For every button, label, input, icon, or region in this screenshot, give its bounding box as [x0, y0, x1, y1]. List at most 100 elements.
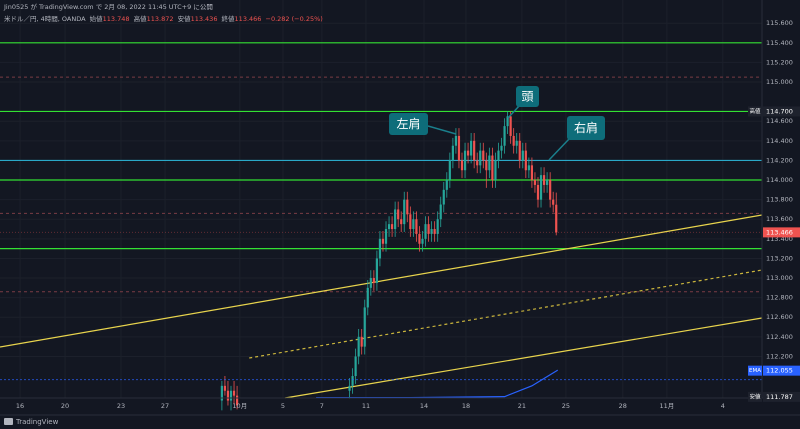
y-tick-label: 112.200 — [766, 352, 793, 360]
y-tick-label: 113.400 — [766, 235, 793, 243]
x-tick-label: 11 — [362, 402, 370, 410]
candle-body — [506, 116, 509, 127]
y-tick-label: 112.800 — [766, 294, 793, 302]
candle-body — [366, 287, 369, 308]
candle-body — [533, 180, 537, 185]
candle-body — [400, 219, 403, 225]
candle-body — [430, 229, 433, 234]
candle-body — [479, 150, 482, 166]
candle-body — [473, 140, 476, 161]
candle-body — [390, 224, 394, 230]
candle-body — [445, 180, 448, 190]
y-tick-label: 113.800 — [766, 196, 793, 204]
x-tick-label: 11月 — [659, 402, 674, 410]
price-label-box — [763, 106, 800, 117]
y-tick-label: 113.200 — [766, 254, 793, 262]
trend-line — [0, 214, 763, 348]
candle-body — [229, 390, 233, 401]
candle-body — [503, 126, 506, 146]
candle-body — [381, 238, 385, 244]
candle-body — [387, 224, 391, 230]
y-tick-label: 112.600 — [766, 313, 793, 321]
candle-body — [409, 214, 412, 230]
price-tag-box — [748, 106, 762, 117]
ohlc-name: 始値 — [90, 14, 104, 23]
candle-body — [542, 175, 546, 185]
annotation-left-shoulder: 左肩 — [389, 113, 457, 135]
price-label: 114.700 — [766, 107, 793, 115]
callout-text: 右肩 — [574, 120, 598, 135]
candle-body — [375, 258, 378, 283]
x-tick-label: 27 — [161, 402, 169, 410]
candle-body — [549, 180, 552, 200]
candle-body — [415, 219, 418, 234]
candle-body — [357, 336, 360, 357]
candle-body — [421, 238, 424, 244]
candle-body — [448, 160, 451, 181]
price-tag: 安値 — [749, 392, 761, 400]
candle-body — [442, 189, 445, 205]
candle-body — [488, 155, 491, 171]
candle-body — [232, 390, 236, 396]
ohlc-name: 終値 — [222, 14, 236, 23]
candle-body — [521, 150, 524, 161]
y-tick-label: 114.200 — [766, 156, 793, 164]
candle-body — [363, 307, 366, 347]
ohlc-value: 113.436 — [191, 15, 218, 23]
footer-logo: TradingView — [4, 418, 59, 426]
candle-body — [412, 219, 415, 230]
candle-body — [485, 160, 488, 171]
candle-body — [457, 135, 461, 161]
y-tick-label: 115.000 — [766, 78, 793, 86]
candle-body — [223, 385, 227, 391]
candle-body — [509, 116, 512, 136]
candle-body — [546, 180, 549, 185]
callout-box — [516, 86, 539, 107]
candle-body — [460, 160, 464, 171]
price-label-box — [763, 227, 800, 238]
symbol-line: 米ドル／円, 4時間, OANDA 始値113.748 高値113.872 安値… — [4, 14, 323, 23]
candle-body — [226, 390, 230, 401]
x-tick-label: 10月 — [232, 402, 247, 410]
trend-line — [249, 269, 763, 359]
candle-body — [433, 229, 436, 234]
candle-body — [476, 160, 479, 166]
callout-pointer — [427, 125, 457, 135]
candle-body — [436, 219, 439, 234]
price-tag-box — [748, 365, 762, 376]
y-tick-label: 114.000 — [766, 176, 793, 184]
candle-body — [524, 150, 527, 171]
price-label-box — [763, 391, 800, 402]
callout-pointer — [507, 104, 521, 119]
candle-body — [494, 160, 497, 181]
logo-icon — [4, 418, 13, 425]
candle-body — [530, 165, 534, 181]
candle-body — [403, 199, 406, 225]
candle-body — [439, 204, 442, 220]
ohlc-name: 高値 — [134, 14, 148, 23]
candle-body — [418, 233, 421, 244]
price-tag-box — [748, 391, 762, 402]
candle-body — [406, 199, 409, 215]
y-tick-label: 113.600 — [766, 215, 793, 223]
candle-body — [552, 199, 555, 205]
candle-body — [360, 336, 363, 347]
price-label-box — [763, 365, 800, 376]
candle-body — [466, 150, 470, 156]
candle-body — [369, 278, 372, 288]
ohlc-value: 113.872 — [147, 15, 174, 23]
x-tick-label: 14 — [420, 402, 428, 410]
candle-body — [378, 238, 382, 259]
candle-body — [454, 135, 458, 146]
y-tick-label: 115.200 — [766, 58, 793, 66]
callout-box — [389, 113, 428, 135]
price-tag: 高値 — [749, 107, 761, 115]
candle-body — [482, 150, 485, 161]
candle-body — [451, 145, 454, 161]
candle-body — [372, 278, 375, 283]
callout-text: 左肩 — [396, 116, 420, 131]
candle-body — [512, 135, 515, 146]
candle-body — [351, 376, 354, 386]
x-tick-label: 28 — [619, 402, 627, 410]
